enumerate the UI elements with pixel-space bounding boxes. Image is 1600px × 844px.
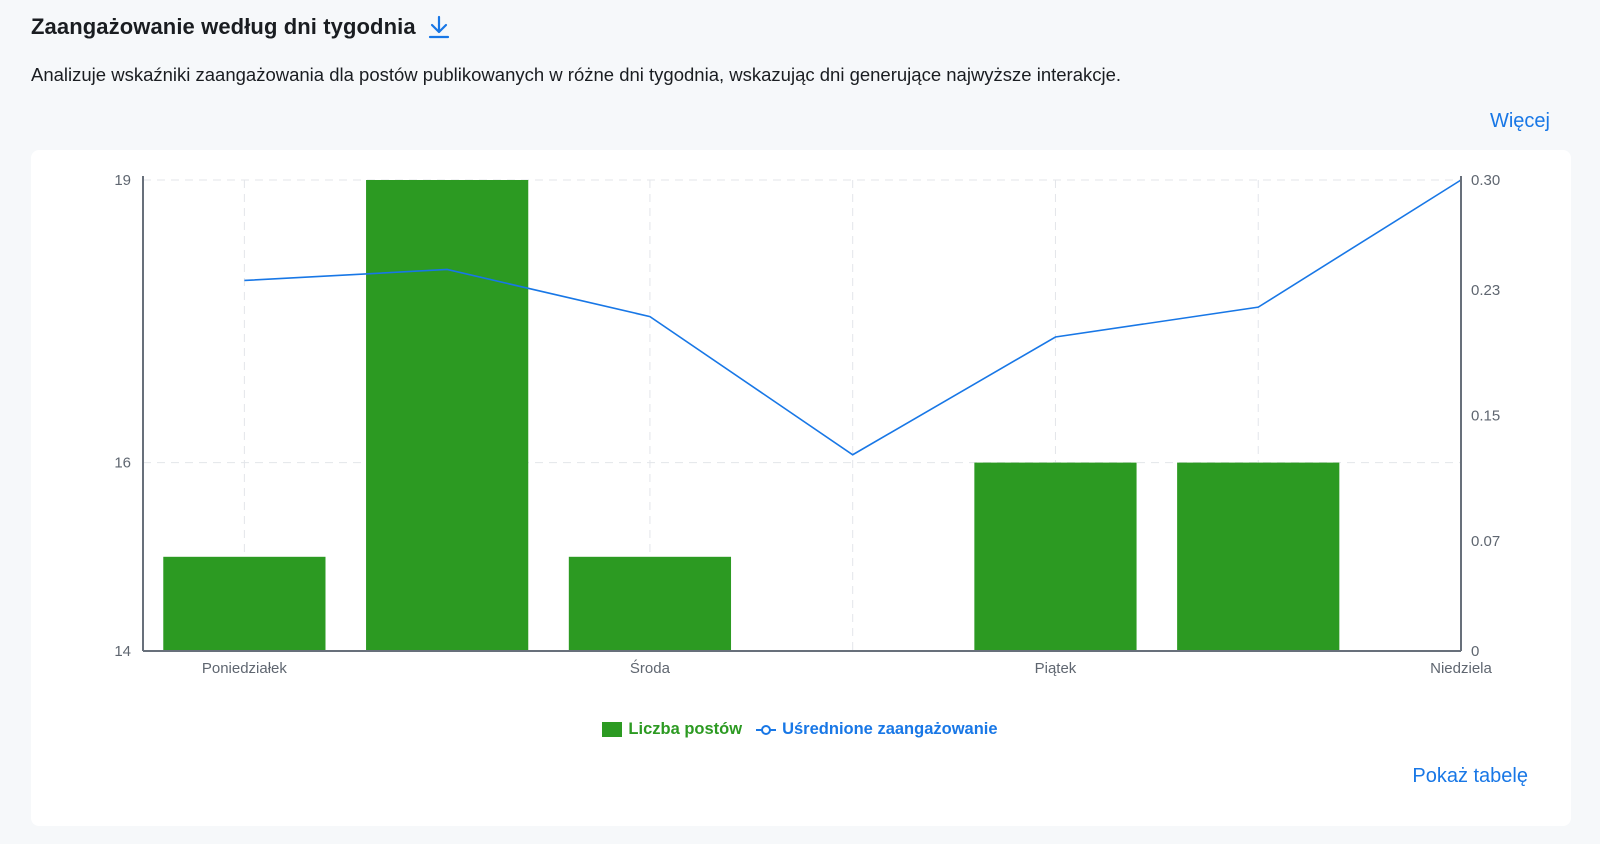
chart-plot: 14 16 19 0 0.07 0.15 0.23 0.30 Poniedziałek Środa… bbox=[114, 172, 1500, 677]
engagement-line bbox=[244, 179, 1462, 456]
line-marker-icon bbox=[756, 724, 777, 735]
legend-item-engagement[interactable]: Uśrednione zaangażowanie bbox=[756, 720, 998, 739]
show-table-link[interactable]: Pokaż tabelę bbox=[1412, 765, 1528, 787]
bar-wtorek[interactable] bbox=[366, 180, 529, 651]
y-right-tick-label: 0 bbox=[1471, 643, 1479, 660]
x-tick-label: Niedziela bbox=[1430, 660, 1492, 677]
chart-legend: Liczba postów Uśrednione zaangażowanie bbox=[0, 720, 1600, 739]
y-right-tick-label: 0.07 bbox=[1471, 533, 1500, 550]
y-left-tick-label: 19 bbox=[114, 172, 131, 189]
legend-label-posts: Liczba postów bbox=[628, 720, 743, 738]
bar-sobota[interactable] bbox=[1177, 462, 1340, 651]
y-right-tick-label: 0.30 bbox=[1471, 172, 1500, 189]
bar-poniedziałek[interactable] bbox=[163, 556, 326, 651]
x-tick-label: Piątek bbox=[1035, 660, 1077, 677]
x-tick-label: Środa bbox=[630, 659, 671, 677]
chart-description: Analizuje wskaźniki zaangażowania dla po… bbox=[31, 64, 1122, 85]
chart-title: Zaangażowanie według dni tygodnia bbox=[31, 14, 416, 39]
legend-label-engagement: Uśrednione zaangażowanie bbox=[782, 720, 998, 738]
y-left-tick-label: 14 bbox=[114, 643, 131, 660]
bar-piątek[interactable] bbox=[974, 462, 1137, 651]
y-left-tick-label: 16 bbox=[114, 455, 131, 472]
header: Zaangażowanie według dni tygodnia bbox=[31, 14, 450, 40]
download-icon[interactable] bbox=[428, 15, 450, 39]
y-right-tick-label: 0.15 bbox=[1471, 408, 1500, 425]
legend-item-posts[interactable]: Liczba postów bbox=[602, 720, 742, 739]
bar-środa[interactable] bbox=[568, 556, 732, 651]
more-link[interactable]: Więcej bbox=[1489, 110, 1550, 132]
y-right-tick-label: 0.23 bbox=[1471, 282, 1500, 299]
x-tick-label: Poniedziałek bbox=[202, 660, 288, 677]
legend-bar-swatch bbox=[602, 722, 623, 737]
